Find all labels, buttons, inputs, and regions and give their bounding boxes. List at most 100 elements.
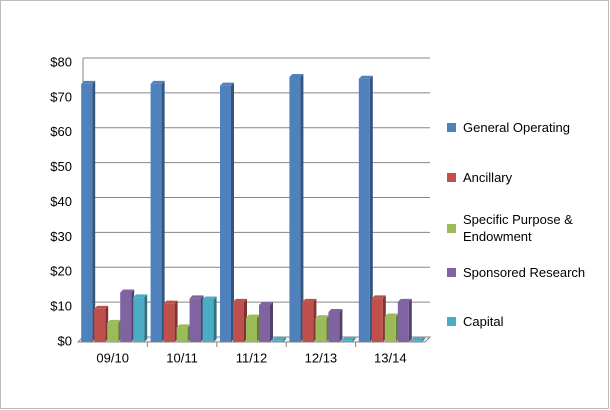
bar-face bbox=[397, 301, 409, 342]
legend-item: Sponsored Research bbox=[447, 264, 607, 281]
bar-face bbox=[341, 340, 353, 342]
legend-label: General Operating bbox=[463, 120, 570, 135]
bar-face bbox=[176, 327, 188, 342]
bar bbox=[384, 313, 399, 342]
bar-face bbox=[328, 309, 343, 313]
y-tick-label: $30 bbox=[50, 229, 72, 244]
bar bbox=[107, 319, 122, 342]
bar-face bbox=[94, 305, 109, 309]
y-tick-label: $20 bbox=[50, 264, 72, 279]
bar-face bbox=[302, 301, 314, 342]
bar bbox=[246, 314, 260, 342]
bar-face bbox=[81, 83, 93, 343]
bar bbox=[163, 300, 178, 342]
bar bbox=[272, 337, 286, 342]
x-tick-label: 12/13 bbox=[305, 350, 338, 365]
legend-label: Capital bbox=[463, 314, 504, 329]
bar-face bbox=[150, 83, 162, 343]
bar-face bbox=[81, 80, 96, 84]
bar-face bbox=[302, 298, 317, 302]
y-tick-label: $10 bbox=[50, 299, 72, 314]
bar-face bbox=[408, 298, 412, 342]
y-tick-label: $40 bbox=[50, 194, 72, 209]
bar-face bbox=[339, 309, 343, 342]
bar-face bbox=[315, 315, 330, 319]
bar-face bbox=[410, 340, 422, 342]
bar-face bbox=[120, 292, 132, 342]
bar-face bbox=[358, 75, 373, 79]
bar bbox=[233, 298, 247, 342]
bar-face bbox=[220, 85, 231, 342]
x-tick-label: 10/11 bbox=[166, 350, 198, 365]
bar-face bbox=[246, 317, 257, 342]
bar-face bbox=[202, 296, 217, 300]
legend-swatch bbox=[447, 223, 456, 233]
bar-face bbox=[272, 337, 286, 341]
bar-face bbox=[120, 289, 135, 293]
bar-face bbox=[233, 301, 244, 342]
legend-label: Sponsored Research bbox=[463, 265, 586, 280]
y-tick-label: $80 bbox=[50, 54, 72, 69]
bar-face bbox=[92, 80, 96, 343]
bar-face bbox=[315, 318, 327, 342]
legend-swatch bbox=[447, 317, 456, 326]
bar bbox=[410, 337, 425, 342]
bar-face bbox=[421, 337, 425, 342]
bar-face bbox=[107, 319, 122, 323]
bar-face bbox=[289, 73, 304, 77]
bar-face bbox=[289, 76, 301, 342]
bar-face bbox=[94, 308, 106, 342]
bar-face bbox=[189, 298, 201, 342]
legend-item: Capital bbox=[447, 313, 607, 330]
bar bbox=[150, 80, 165, 343]
bar bbox=[341, 337, 356, 342]
bar-face bbox=[202, 299, 214, 342]
bar-face bbox=[213, 296, 217, 342]
x-tick-label: 11/12 bbox=[236, 350, 268, 365]
bar-face bbox=[133, 294, 148, 298]
legend-label: Ancillary bbox=[463, 170, 513, 185]
legend-label: Specific Purpose & Endowment bbox=[463, 212, 573, 244]
bar bbox=[259, 302, 273, 342]
bar-face bbox=[246, 314, 260, 318]
legend-swatch bbox=[447, 173, 456, 182]
bar-face bbox=[107, 322, 119, 342]
bar-face bbox=[259, 302, 273, 306]
bar-face bbox=[163, 303, 175, 342]
bar bbox=[220, 82, 234, 342]
bar bbox=[189, 295, 204, 342]
y-tick-label: $70 bbox=[50, 89, 72, 104]
bar bbox=[302, 298, 317, 342]
bar-face bbox=[161, 80, 165, 343]
y-tick-label: $60 bbox=[50, 124, 72, 139]
bar-face bbox=[352, 337, 356, 342]
bar bbox=[202, 296, 217, 342]
bar-face bbox=[259, 305, 270, 342]
bar-face bbox=[397, 298, 412, 302]
bar-face bbox=[163, 300, 178, 304]
bar bbox=[81, 80, 96, 343]
bar bbox=[358, 75, 373, 342]
bar bbox=[371, 295, 386, 342]
legend-swatch bbox=[447, 268, 456, 277]
bar bbox=[315, 315, 330, 342]
legend-item: Specific Purpose & Endowment bbox=[447, 211, 607, 245]
bar bbox=[289, 73, 304, 342]
legend-item: Ancillary bbox=[447, 169, 607, 186]
bar-face bbox=[384, 316, 396, 342]
bar bbox=[397, 298, 412, 342]
x-tick-label: 13/14 bbox=[374, 350, 407, 365]
bar-face bbox=[231, 82, 234, 342]
bar-face bbox=[300, 73, 304, 342]
bar-face bbox=[144, 294, 148, 342]
bar-face bbox=[410, 337, 425, 341]
bar-face bbox=[133, 297, 145, 342]
bar bbox=[328, 309, 343, 342]
bar-face bbox=[176, 324, 191, 328]
bar-face bbox=[341, 337, 356, 341]
bar bbox=[176, 324, 191, 342]
bar-face bbox=[233, 298, 247, 302]
bar-face bbox=[371, 295, 386, 299]
bar-face bbox=[150, 80, 165, 84]
